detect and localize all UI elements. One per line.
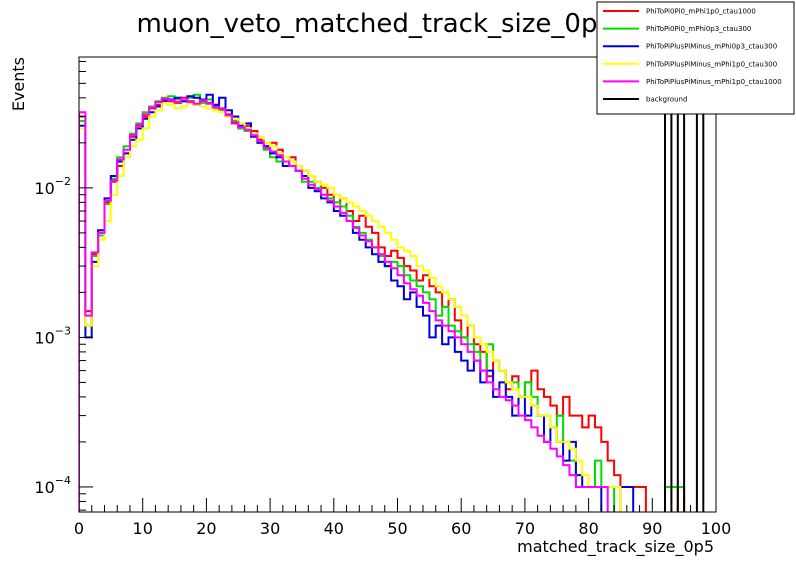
legend-label: PhiToPiPlusPiMinus_mPhi1p0_ctau1000: [646, 78, 782, 86]
x-tick-label: 10: [133, 519, 153, 538]
x-tick-label: 60: [451, 519, 471, 538]
x-tick-label: 50: [387, 519, 407, 538]
x-tick-label: 90: [642, 519, 662, 538]
y-axis-label: Events: [9, 57, 28, 111]
legend-label: background: [646, 96, 687, 104]
series-line-2: [79, 93, 686, 512]
x-tick-label: 20: [196, 519, 216, 538]
series-line-1: [79, 96, 686, 512]
series-line-4: [79, 101, 622, 512]
x-tick-label: 40: [324, 519, 344, 538]
series-line-5: [79, 97, 609, 512]
x-tick-label: 100: [701, 519, 732, 538]
x-tick-label: 0: [74, 519, 84, 538]
x-tick-label: 70: [515, 519, 535, 538]
legend-label: PhiToPiPlusPiMinus_mPhi0p3_ctau300: [646, 43, 777, 51]
y-tick-label: 10−2: [34, 175, 71, 198]
y-tick-label: 10−3: [34, 324, 71, 347]
x-tick-label: 30: [260, 519, 280, 538]
legend-box: [596, 1, 795, 115]
chart-title: muon_veto_matched_track_size_0p5_0: [136, 9, 643, 39]
legend-label: PhiToPi0Pi0_mPhi0p3_ctau300: [646, 25, 751, 33]
y-tick-label: 10−4: [34, 474, 71, 497]
x-tick-label: 80: [578, 519, 598, 538]
x-axis-label: matched_track_size_0p5: [517, 537, 714, 557]
series-line-3: [79, 93, 635, 512]
legend-label: PhiToPi0Pi0_mPhi1p0_ctau1000: [646, 8, 756, 16]
legend-label: PhiToPiPlusPiMinus_mPhi1p0_ctau300: [646, 60, 777, 68]
